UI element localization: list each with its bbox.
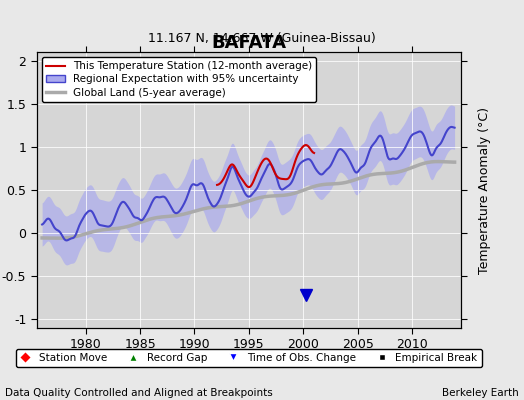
Title: BAFATA: BAFATA xyxy=(211,34,287,52)
Text: Berkeley Earth: Berkeley Earth xyxy=(442,388,519,398)
Legend: Station Move, Record Gap, Time of Obs. Change, Empirical Break: Station Move, Record Gap, Time of Obs. C… xyxy=(16,349,482,367)
Text: Data Quality Controlled and Aligned at Breakpoints: Data Quality Controlled and Aligned at B… xyxy=(5,388,273,398)
Y-axis label: Temperature Anomaly (°C): Temperature Anomaly (°C) xyxy=(478,106,492,274)
Text: 11.167 N, 14.667 W (Guinea-Bissau): 11.167 N, 14.667 W (Guinea-Bissau) xyxy=(148,32,376,45)
